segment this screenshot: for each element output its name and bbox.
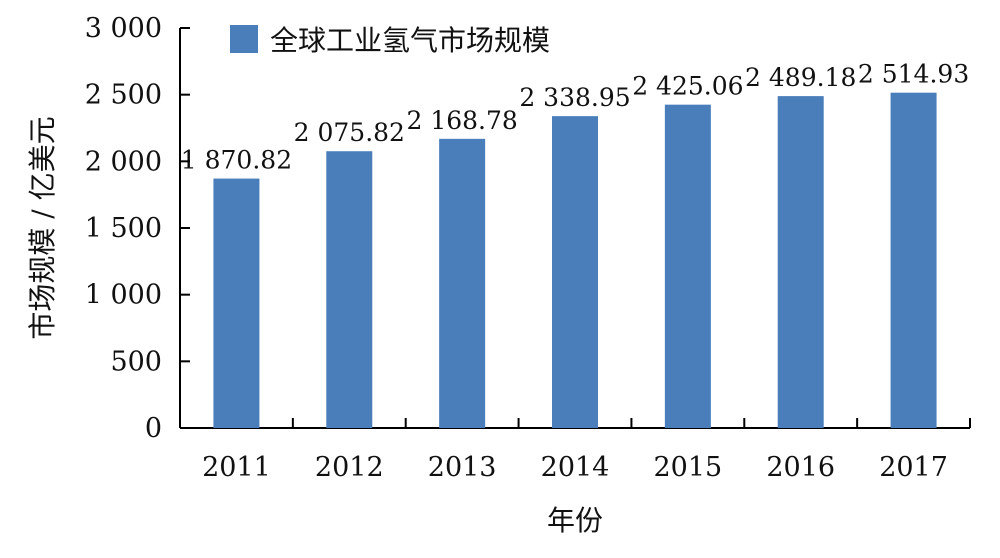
y-tick-label-2000: 2 000	[85, 146, 162, 177]
legend-swatch	[230, 25, 258, 53]
data-label-2013: 2 168.78	[406, 106, 517, 135]
data-label-2017: 2 514.93	[858, 60, 969, 89]
bar-2012	[326, 151, 373, 428]
y-tick-label-1500: 1 500	[85, 213, 162, 244]
x-tick-label-2015: 2015	[654, 452, 723, 483]
data-labels: 1 870.822 075.82 2 168.782 338.95 2 425.06…	[181, 60, 969, 175]
y-tick-label-0: 0	[145, 413, 162, 444]
x-tick-label-2017: 2017	[879, 452, 948, 483]
x-tick-label-2016: 2016	[766, 452, 835, 483]
y-tick-label-500: 500	[110, 346, 162, 377]
y-ticks: 0 500 1 000 1 500 2 000 2 500 3 000	[85, 13, 190, 444]
data-label-2012: 2 075.82	[294, 118, 405, 147]
bar-2016	[777, 96, 824, 429]
x-ticks: 2011 2012 2013 2014 2015 2016 2017	[179, 418, 971, 483]
data-label-2014: 2 338.95	[519, 83, 630, 112]
y-axis-title: 市场规模 / 亿美元	[26, 116, 59, 339]
x-tick-label-2014: 2014	[541, 452, 610, 483]
x-tick-label-2013: 2013	[428, 452, 497, 483]
y-tick-label-1000: 1 000	[85, 280, 162, 311]
bar-series	[213, 92, 937, 429]
x-tick-label-2012: 2012	[315, 452, 384, 483]
chart-legend: 全球工业氢气市场规模	[230, 24, 550, 57]
data-label-2015: 2 425.06	[632, 72, 743, 101]
bar-2013	[439, 138, 486, 428]
y-tick-label-3000: 3 000	[85, 13, 162, 44]
data-label-2011: 1 870.82	[181, 146, 292, 175]
bar-2011	[213, 178, 260, 428]
y-tick-label-2500: 2 500	[85, 80, 162, 111]
bar-2015	[664, 104, 711, 428]
legend-label: 全球工业氢气市场规模	[270, 24, 550, 57]
bar-2017	[890, 92, 937, 429]
bar-2014	[552, 116, 598, 428]
x-tick-label-2011: 2011	[202, 452, 271, 483]
data-label-2016: 2 489.18	[745, 63, 856, 92]
x-axis-title: 年份	[547, 504, 603, 537]
